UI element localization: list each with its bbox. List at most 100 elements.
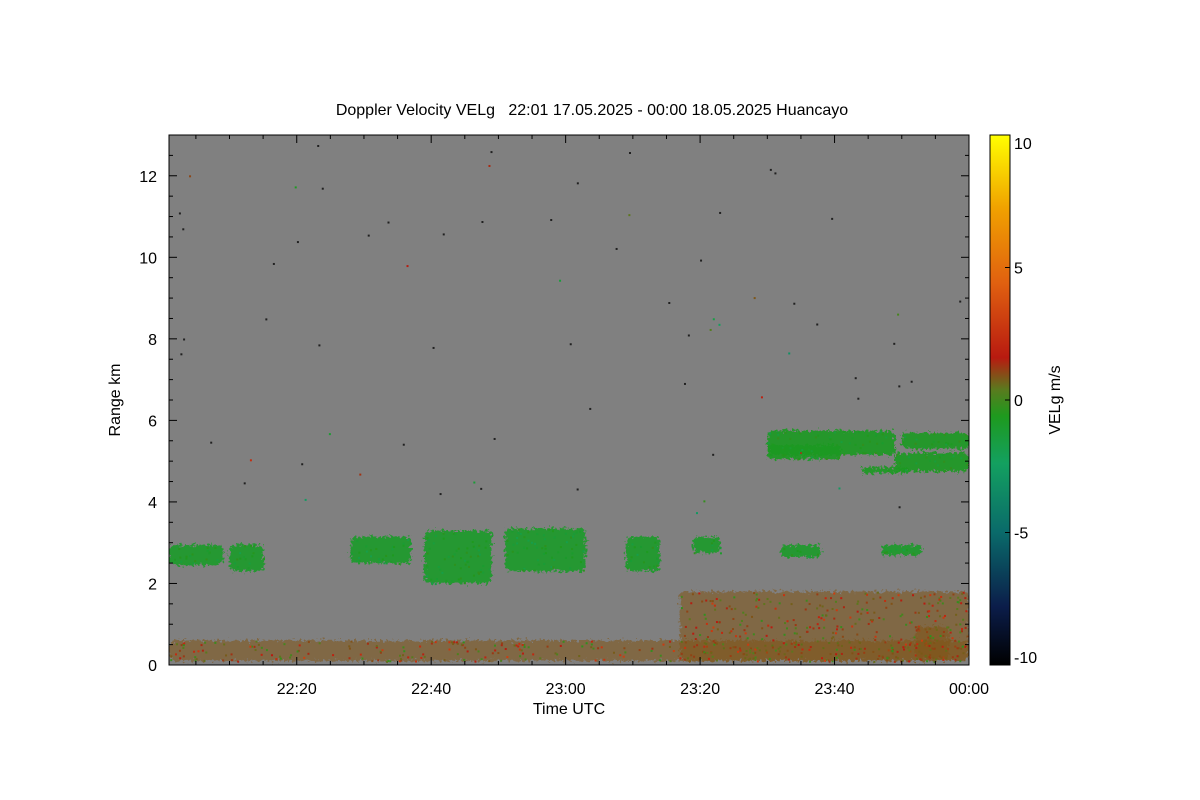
noise-pixel bbox=[854, 377, 857, 380]
feature-pixel bbox=[936, 609, 939, 612]
colorbar-tick-label: -5 bbox=[1014, 526, 1028, 543]
feature-pixel bbox=[755, 593, 758, 596]
feature-pixel bbox=[448, 648, 451, 651]
feature-pixel bbox=[863, 647, 866, 650]
noise-pixel bbox=[301, 463, 304, 466]
feature-pixel bbox=[427, 539, 430, 542]
feature-pixel bbox=[782, 642, 785, 645]
feature-pixel bbox=[464, 646, 467, 649]
feature-pixel bbox=[879, 472, 882, 475]
feature-pixel bbox=[356, 540, 359, 543]
feature-pixel bbox=[426, 575, 429, 578]
feature-pixel bbox=[239, 552, 242, 555]
feature-pixel bbox=[884, 599, 887, 602]
feature-pixel bbox=[399, 658, 402, 661]
noise-pixel bbox=[893, 342, 896, 345]
feature-pixel bbox=[859, 447, 862, 450]
feature-pixel bbox=[477, 555, 480, 558]
feature-pixel bbox=[543, 562, 546, 565]
feature-pixel bbox=[891, 647, 894, 650]
x-tick-label: 22:40 bbox=[411, 681, 451, 698]
feature-pixel bbox=[937, 441, 940, 444]
feature-pixel bbox=[422, 653, 425, 656]
feature-pixel bbox=[721, 631, 724, 634]
feature-pixel bbox=[565, 541, 568, 544]
feature-pixel bbox=[928, 644, 931, 647]
feature-pixel bbox=[179, 556, 182, 559]
feature-pixel bbox=[945, 442, 948, 445]
feature-pixel bbox=[939, 615, 942, 618]
feature-pixel bbox=[707, 657, 710, 660]
feature-pixel bbox=[204, 641, 207, 644]
feature-pixel bbox=[766, 597, 769, 600]
feature-pixel bbox=[809, 646, 812, 649]
feature-pixel bbox=[907, 646, 910, 649]
feature-pixel bbox=[929, 459, 932, 462]
feature-pixel bbox=[933, 433, 936, 436]
feature-pixel bbox=[817, 616, 820, 619]
feature-pixel bbox=[801, 449, 804, 452]
feature-pixel bbox=[391, 548, 394, 551]
feature-pixel bbox=[876, 442, 879, 445]
feature-pixel bbox=[270, 654, 273, 657]
feature-pixel bbox=[885, 551, 888, 554]
feature-pixel bbox=[874, 635, 877, 638]
feature-pixel bbox=[431, 582, 434, 585]
noise-pixel bbox=[321, 187, 324, 190]
feature-pixel bbox=[359, 653, 362, 656]
feature-pixel bbox=[840, 652, 843, 655]
noise-pixel bbox=[406, 265, 409, 268]
feature-pixel bbox=[783, 594, 786, 597]
feature-pixel bbox=[798, 458, 801, 461]
noise-pixel bbox=[700, 259, 703, 262]
feature-pixel bbox=[949, 596, 952, 599]
feature-pixel bbox=[794, 624, 797, 627]
feature-pixel bbox=[957, 601, 960, 604]
feature-pixel bbox=[730, 630, 733, 633]
feature-pixel bbox=[553, 536, 556, 539]
feature-pixel bbox=[787, 658, 790, 661]
feature-pixel bbox=[942, 616, 945, 619]
feature-pixel bbox=[787, 556, 790, 559]
feature-pixel bbox=[523, 546, 526, 549]
feature-pixel bbox=[242, 555, 245, 558]
feature-pixel bbox=[506, 656, 509, 659]
feature-pixel bbox=[452, 643, 455, 646]
feature-pixel bbox=[954, 658, 957, 661]
feature-pixel bbox=[501, 642, 504, 645]
feature-pixel bbox=[939, 634, 942, 637]
feature-pixel bbox=[956, 647, 959, 650]
feature-pixel bbox=[703, 613, 706, 616]
feature-pixel bbox=[902, 549, 905, 552]
feature-pixel bbox=[428, 547, 431, 550]
feature-pixel bbox=[900, 638, 903, 641]
feature-pixel bbox=[905, 470, 908, 473]
noise-pixel bbox=[559, 279, 562, 282]
noise-pixel bbox=[294, 186, 297, 189]
feature-pixel bbox=[964, 626, 967, 629]
feature-pixel bbox=[806, 626, 809, 629]
feature-pixel bbox=[517, 645, 520, 648]
feature-pixel bbox=[917, 625, 920, 628]
feature-pixel bbox=[915, 646, 918, 649]
feature-pixel bbox=[795, 632, 798, 635]
feature-pixel bbox=[816, 457, 819, 460]
feature-pixel bbox=[933, 641, 936, 644]
feature-pixel bbox=[631, 543, 634, 546]
feature-pixel bbox=[459, 567, 462, 570]
feature-pixel bbox=[564, 556, 567, 559]
feature-pixel bbox=[426, 552, 429, 555]
feature-pixel bbox=[457, 578, 460, 581]
feature-pixel bbox=[262, 557, 265, 560]
feature-pixel bbox=[760, 619, 763, 622]
feature-pixel bbox=[679, 657, 682, 660]
feature-pixel bbox=[465, 551, 468, 554]
feature-pixel bbox=[705, 599, 708, 602]
feature-pixel bbox=[553, 558, 556, 561]
feature-pixel bbox=[955, 623, 958, 626]
feature-pixel bbox=[959, 599, 962, 602]
feature-pixel bbox=[903, 648, 906, 651]
feature-pixel bbox=[825, 457, 828, 460]
feature-pixel bbox=[856, 602, 859, 605]
noise-pixel bbox=[589, 407, 592, 410]
